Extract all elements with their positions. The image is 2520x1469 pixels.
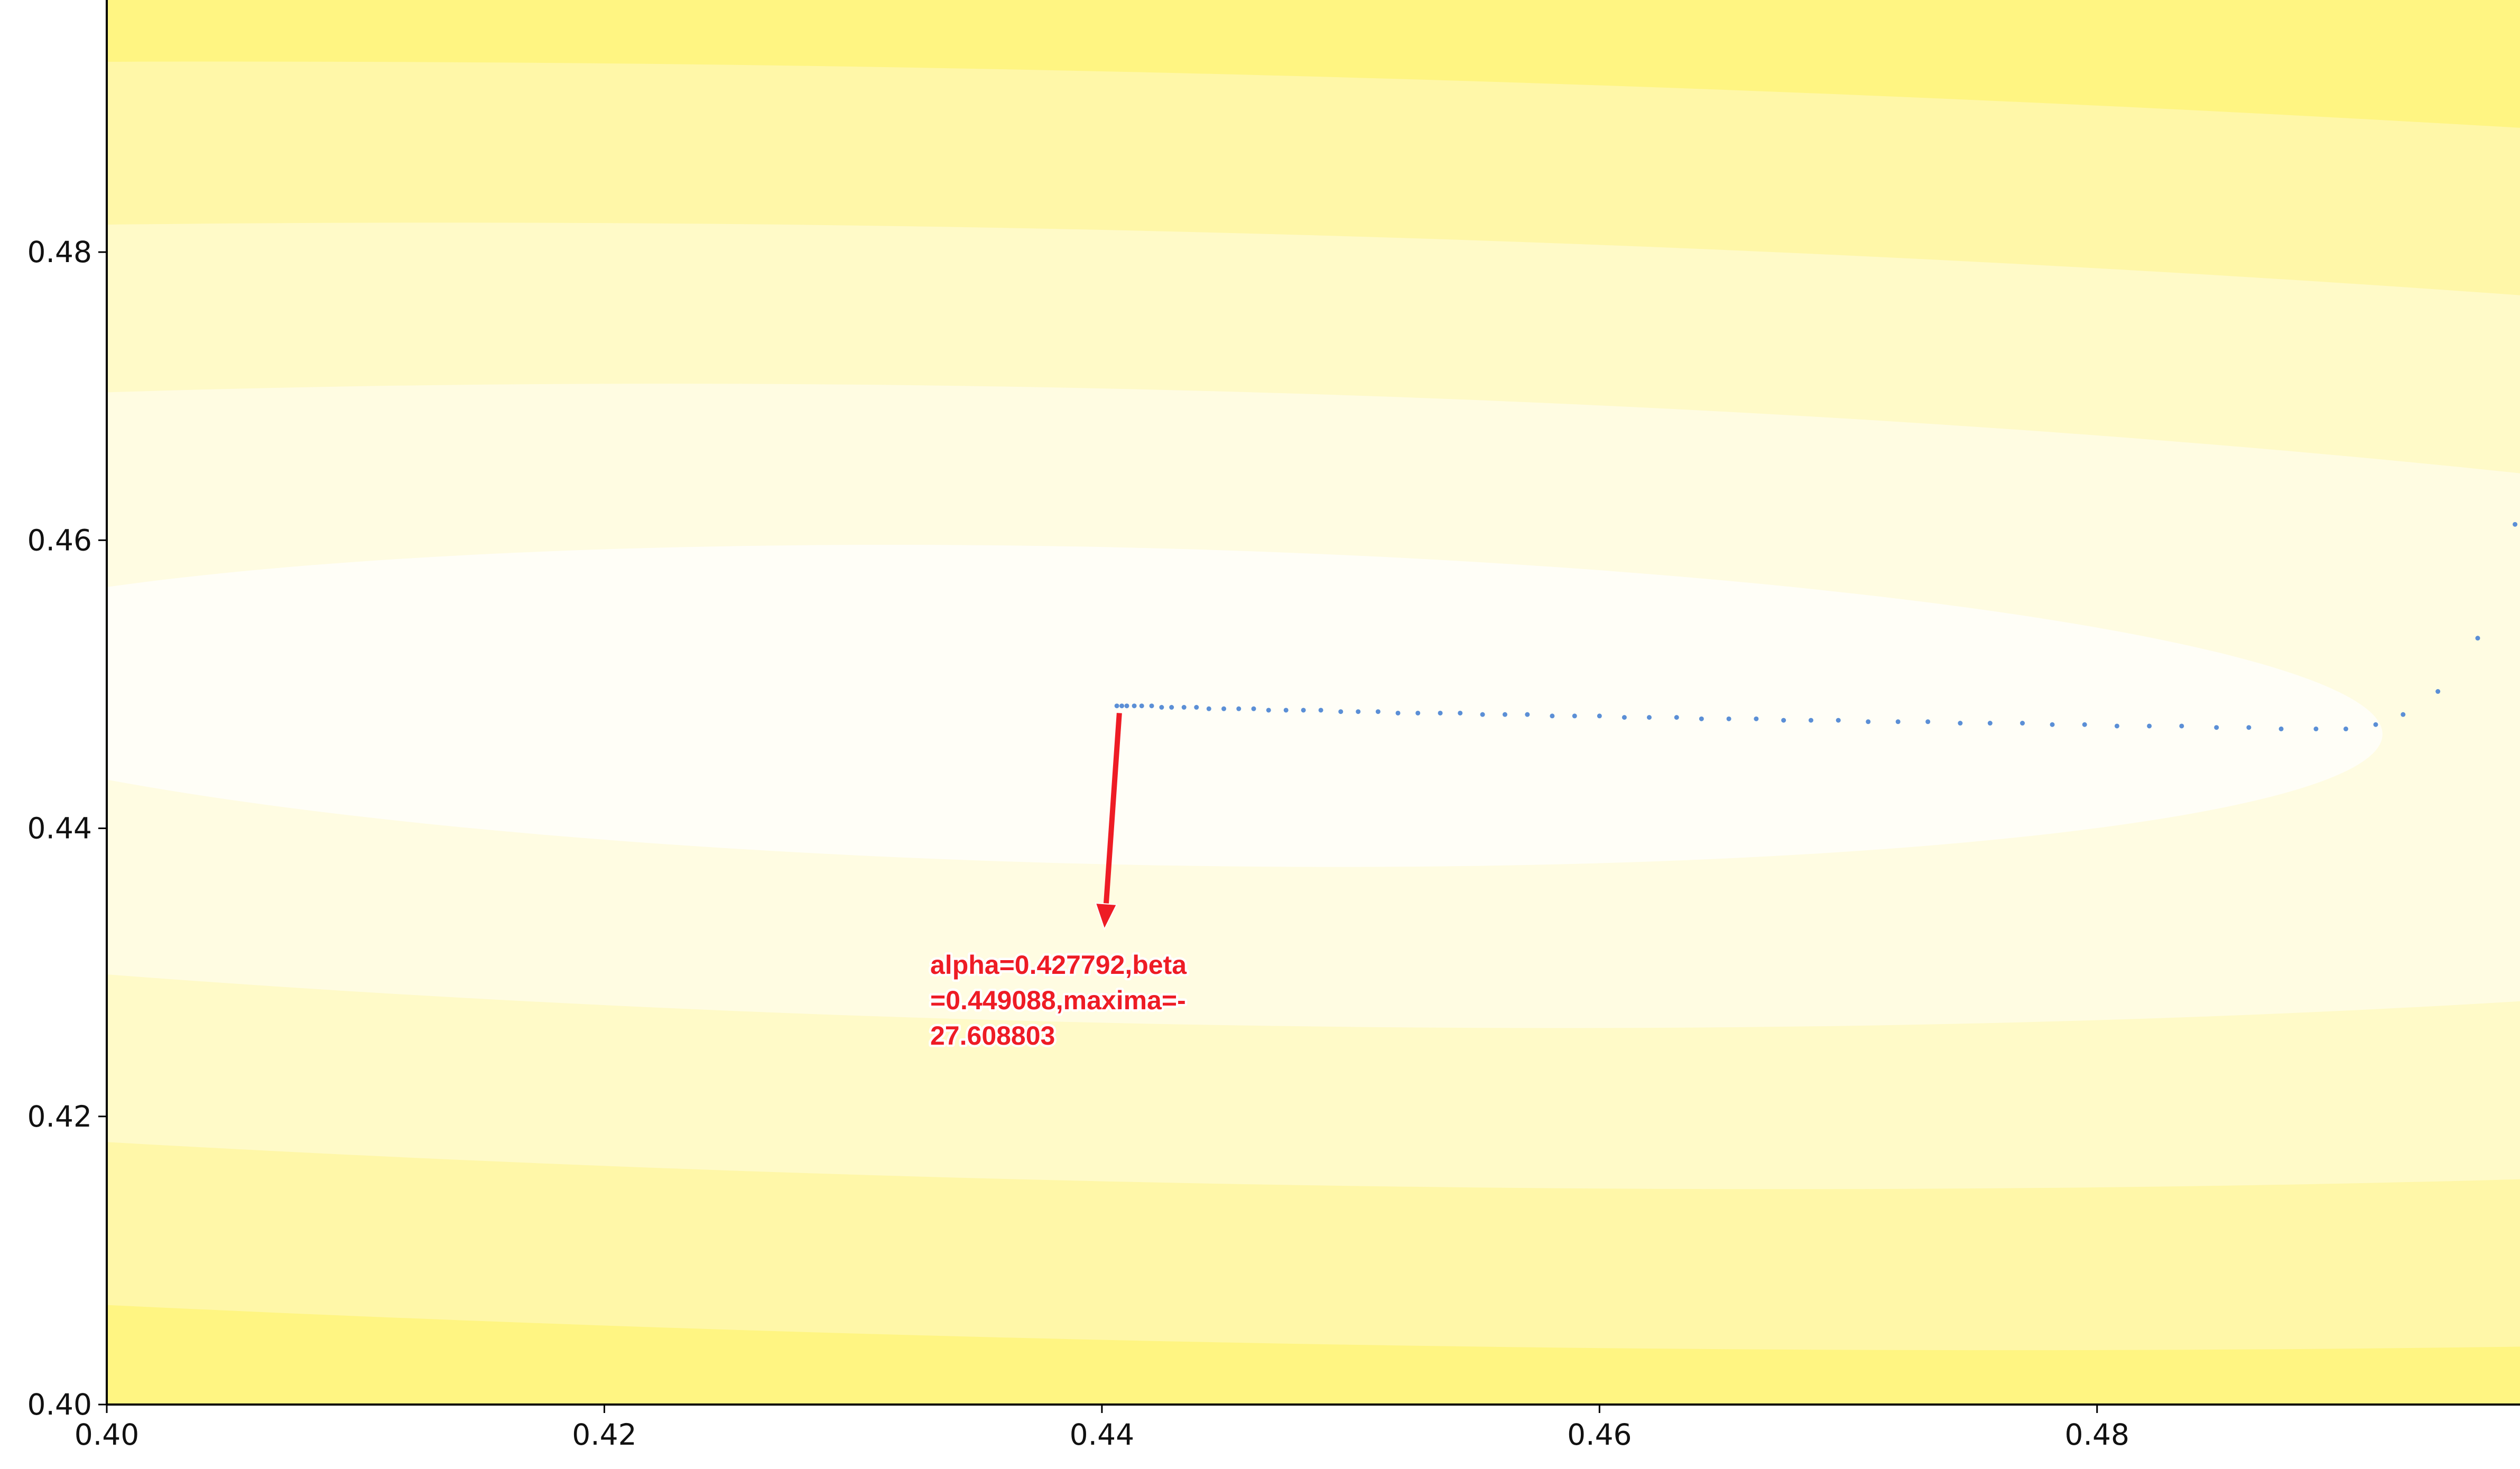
path-point-0 — [2513, 522, 2518, 527]
y-axis-ticks: 0.40 0.42 0.44 0.46 0.48 — [27, 235, 107, 1421]
path-point-16 — [1987, 721, 1993, 726]
annotation-text-line: 27.608803 — [930, 1021, 1055, 1050]
path-point-27 — [1674, 715, 1679, 720]
path-point-20 — [1866, 719, 1871, 724]
x-tick-label: 0.44 — [1070, 1418, 1134, 1452]
x-tick-label: 0.46 — [1567, 1418, 1632, 1452]
path-point-6 — [2313, 726, 2319, 731]
path-point-35 — [1480, 712, 1485, 717]
path-point-8 — [2246, 725, 2252, 730]
path-point-55 — [1149, 703, 1154, 709]
x-axis-ticks: 0.40 0.42 0.44 0.46 0.48 — [75, 1405, 2129, 1452]
path-point-9 — [2214, 725, 2219, 730]
path-point-2 — [2435, 689, 2441, 694]
path-point-54 — [1159, 705, 1164, 710]
path-point-47 — [1251, 706, 1256, 711]
annotation-text-line: =0.449088,maxima=- — [930, 985, 1186, 1015]
path-point-10 — [2179, 723, 2184, 729]
path-point-41 — [1356, 709, 1361, 714]
y-tick-label: 0.42 — [27, 1100, 92, 1133]
annotation-arrow-head — [1095, 903, 1118, 931]
x-tick-label: 0.40 — [75, 1418, 139, 1452]
path-point-21 — [1836, 718, 1841, 723]
path-point-14 — [2050, 722, 2055, 727]
y-tick-label: 0.48 — [27, 235, 92, 269]
path-point-32 — [1550, 713, 1555, 719]
annotation-text-line: alpha=0.427792,beta — [930, 950, 1187, 980]
path-point-7 — [2278, 726, 2284, 731]
path-point-50 — [1206, 706, 1211, 711]
path-point-60 — [1114, 703, 1119, 709]
contour-level-0 — [107, 544, 2383, 867]
path-point-34 — [1502, 712, 1507, 717]
path-point-53 — [1169, 705, 1174, 710]
path-point-52 — [1181, 705, 1187, 710]
path-point-5 — [2343, 726, 2348, 731]
path-point-3 — [2401, 712, 2406, 717]
path-point-40 — [1375, 709, 1381, 714]
path-point-58 — [1124, 703, 1129, 709]
path-point-23 — [1781, 718, 1786, 723]
path-point-51 — [1194, 705, 1199, 710]
y-tick-label: 0.44 — [27, 812, 92, 845]
path-point-17 — [1958, 721, 1963, 726]
path-point-38 — [1415, 710, 1421, 715]
path-point-31 — [1572, 713, 1577, 719]
path-point-30 — [1597, 713, 1602, 719]
path-point-29 — [1622, 715, 1627, 720]
x-tick-label: 0.42 — [572, 1418, 636, 1452]
optimization-path — [1114, 522, 2518, 731]
path-point-57 — [1132, 703, 1137, 709]
path-point-26 — [1699, 716, 1704, 721]
path-point-39 — [1395, 710, 1401, 715]
y-tick-label: 0.46 — [27, 523, 92, 557]
path-point-59 — [1119, 703, 1125, 709]
annotation-arrow-shaft — [1103, 713, 1122, 904]
path-point-15 — [2020, 721, 2025, 726]
path-point-49 — [1221, 706, 1227, 711]
path-point-19 — [1895, 719, 1901, 724]
path-point-1 — [2475, 636, 2480, 641]
path-point-43 — [1318, 708, 1323, 713]
path-point-25 — [1726, 716, 1731, 721]
path-point-42 — [1338, 709, 1344, 714]
path-point-12 — [2114, 723, 2119, 729]
path-point-48 — [1236, 706, 1242, 711]
maxima-annotation: alpha=0.427792,beta =0.449088,maxima=- 27.… — [928, 713, 1190, 1053]
path-point-37 — [1438, 710, 1443, 715]
path-point-33 — [1525, 712, 1530, 717]
path-point-45 — [1283, 708, 1289, 713]
path-point-46 — [1266, 708, 1271, 713]
path-point-36 — [1458, 710, 1463, 715]
path-point-28 — [1646, 715, 1652, 720]
x-tick-label: 0.48 — [2065, 1418, 2129, 1452]
y-tick-label: 0.40 — [27, 1388, 92, 1421]
path-point-18 — [1925, 719, 1931, 724]
path-point-24 — [1754, 716, 1759, 721]
path-point-22 — [1808, 718, 1813, 723]
path-point-13 — [2082, 722, 2087, 727]
path-point-44 — [1301, 708, 1306, 713]
path-point-11 — [2147, 723, 2152, 729]
path-point-4 — [2373, 722, 2378, 727]
path-point-56 — [1139, 703, 1144, 709]
